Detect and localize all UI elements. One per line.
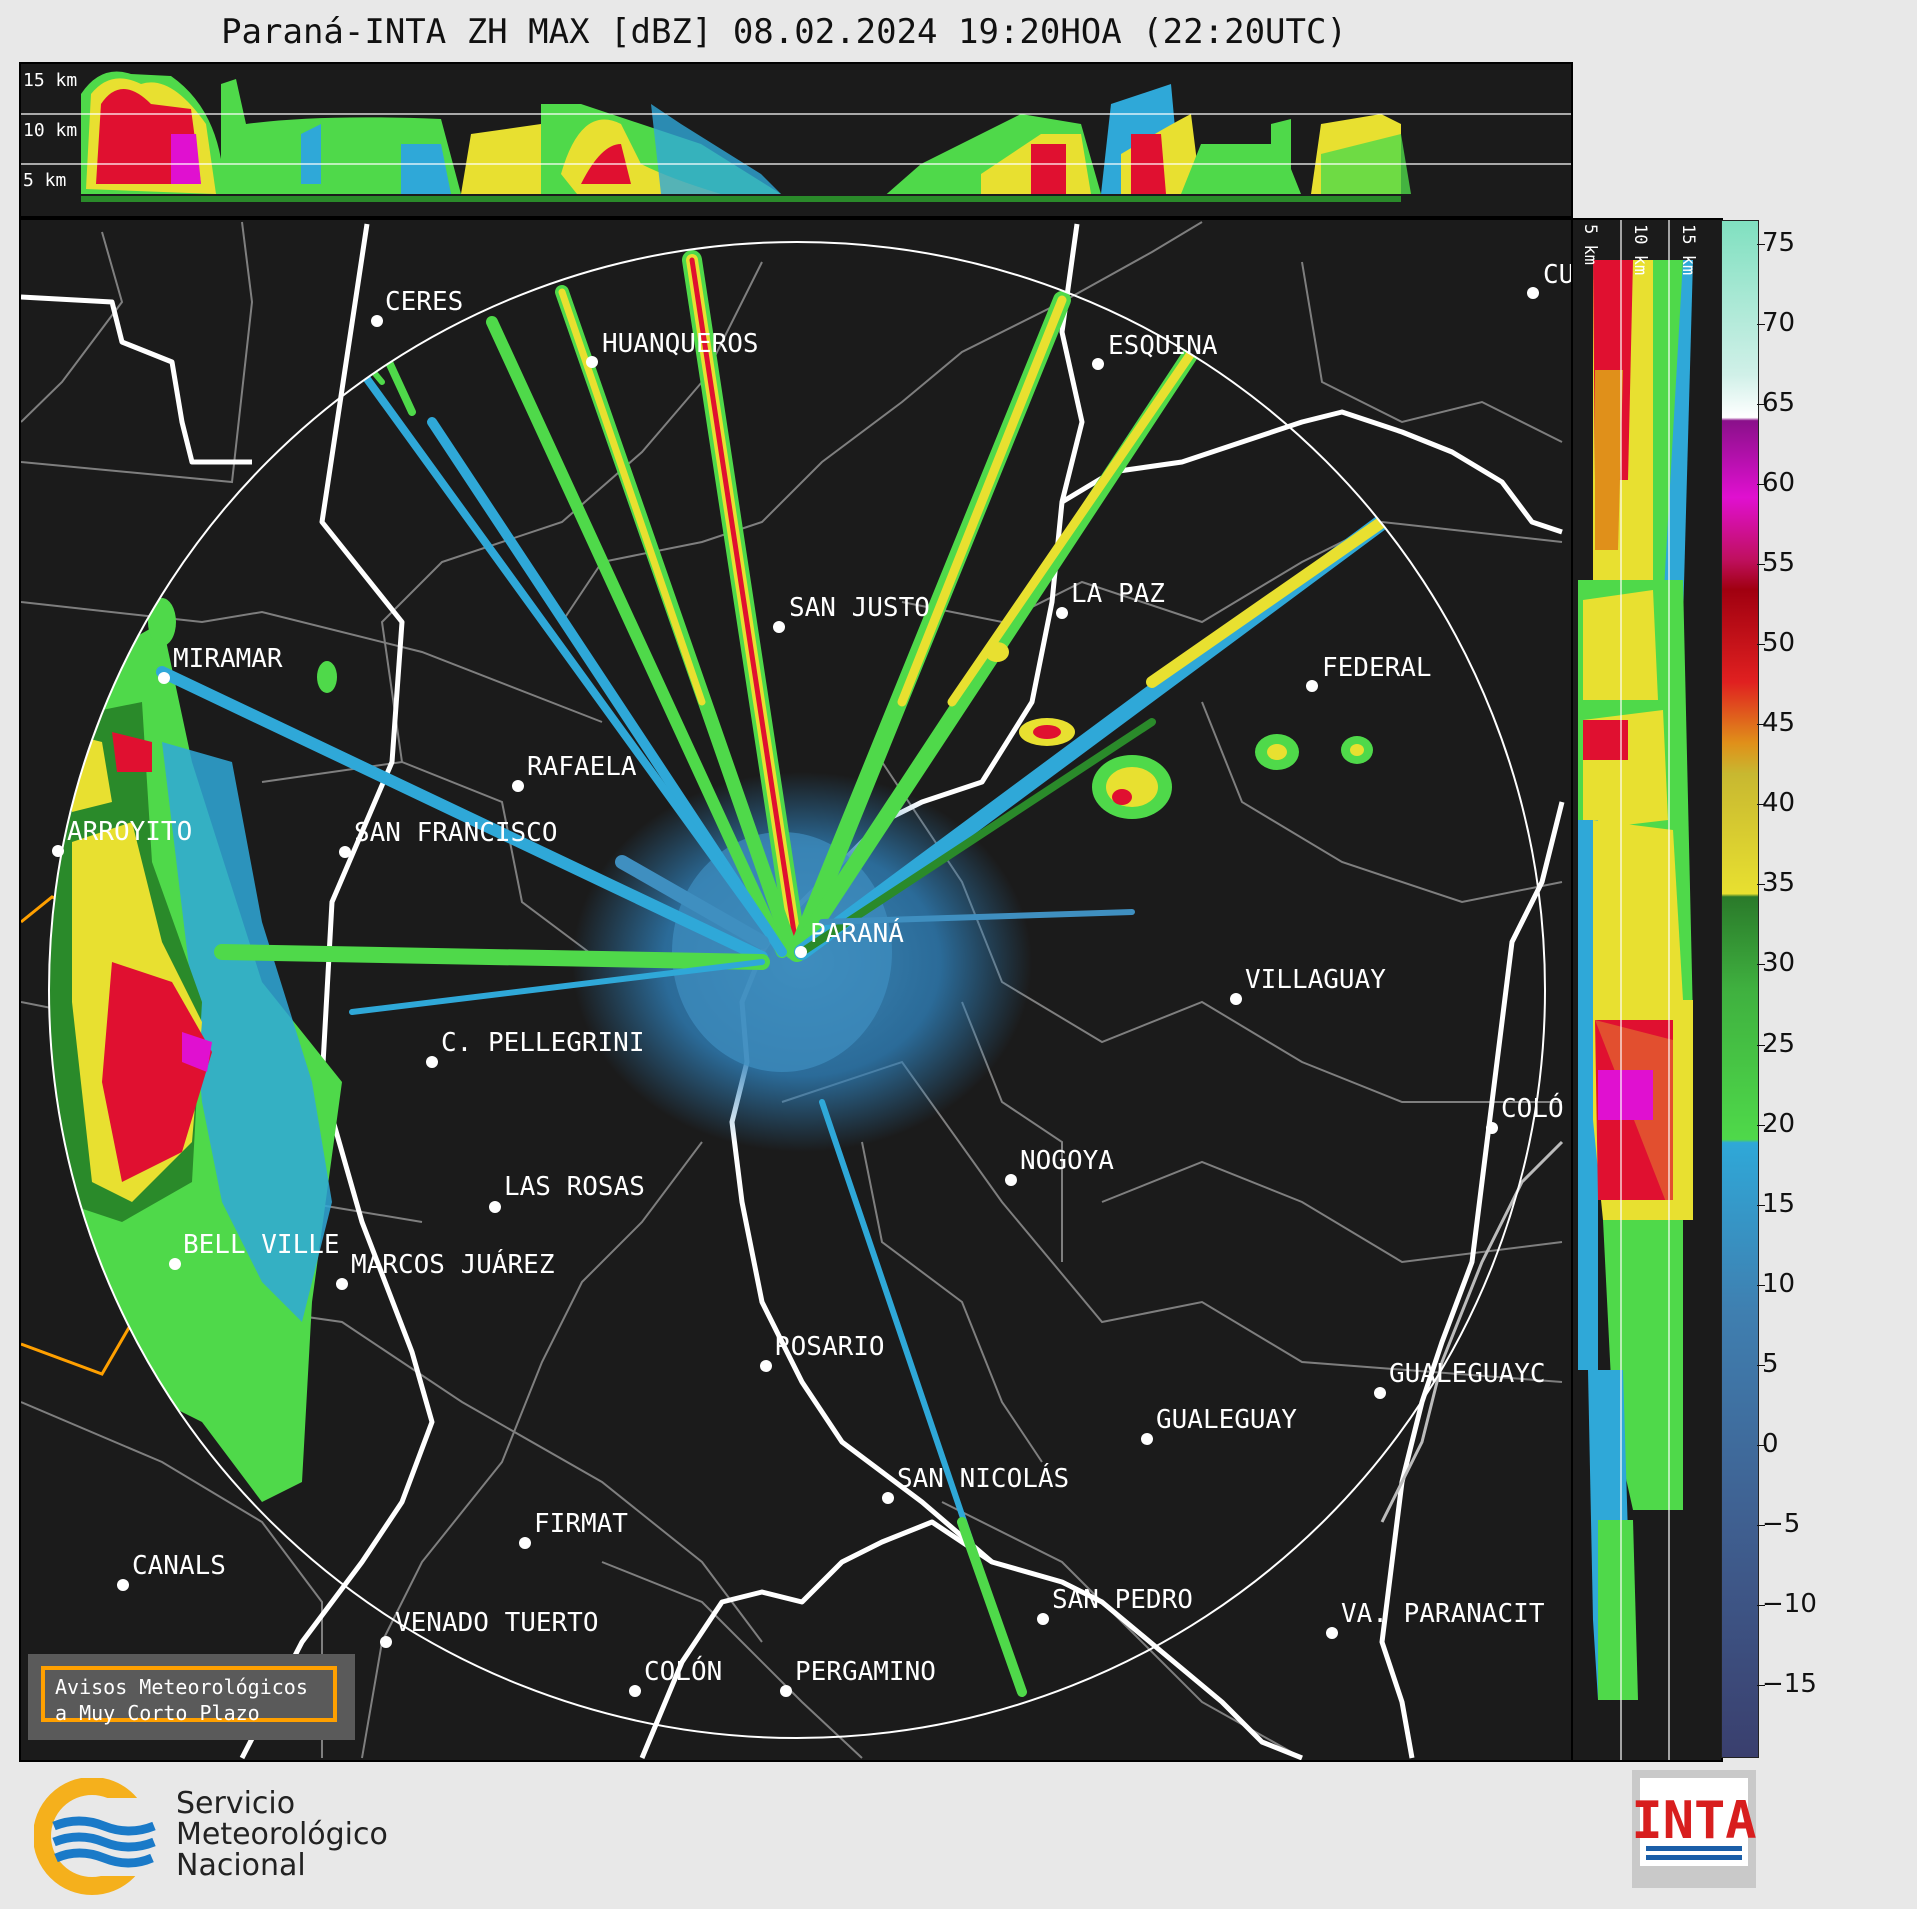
city-nogoya: NOGOYA xyxy=(1020,1146,1114,1176)
city-rafaela: RAFAELA xyxy=(527,752,637,782)
dbz-colorbar xyxy=(1721,220,1759,1758)
city-venado-tuerto: VENADO TUERTO xyxy=(395,1608,599,1638)
city-las-rosas: LAS ROSAS xyxy=(504,1172,645,1202)
height-label-15km: 15 km xyxy=(23,70,77,91)
city-gualeguay: GUALEGUAY xyxy=(1156,1405,1297,1435)
colorbar-ramp xyxy=(1722,221,1758,1757)
colorbar-tick-mark xyxy=(1757,804,1765,806)
side-height-label-10km: 10 km xyxy=(1630,224,1650,275)
colorbar-tick-label: 15 xyxy=(1762,1188,1796,1219)
colorbar-tick-mark xyxy=(1757,1044,1765,1046)
colorbar-tick-label: −10 xyxy=(1762,1588,1817,1619)
city-gualeguaychu: GUALEGUAYC xyxy=(1389,1359,1546,1389)
colorbar-tick-mark xyxy=(1757,484,1765,486)
city-canals: CANALS xyxy=(132,1551,226,1581)
colorbar-tick-label: −5 xyxy=(1762,1508,1801,1539)
height-label-5km: 5 km xyxy=(23,170,66,191)
radar-map: CERES HUANQUEROS ESQUINA CU SAN JUSTO LA… xyxy=(19,218,1574,1762)
city-colo: COLÓ xyxy=(1501,1092,1564,1124)
colorbar-tick-mark xyxy=(1757,244,1765,245)
radar-map-canvas: CERES HUANQUEROS ESQUINA CU SAN JUSTO LA… xyxy=(20,221,1574,1761)
city-huanqueros: HUANQUEROS xyxy=(602,329,759,359)
top-cross-section-plot: 15 km 10 km 5 km xyxy=(21,70,1571,216)
city-san-francisco: SAN FRANCISCO xyxy=(354,818,558,848)
right-cross-section: 5 km 10 km 15 km xyxy=(1571,218,1723,1762)
colorbar-tick-label: 75 xyxy=(1762,228,1796,258)
city-marcos-juarez: MARCOS JUÁREZ xyxy=(351,1248,555,1280)
colorbar-tick-mark xyxy=(1757,1204,1765,1206)
right-cross-section-plot: 5 km 10 km 15 km xyxy=(1578,220,1698,1760)
height-label-10km: 10 km xyxy=(23,120,77,141)
smn-line-3: Nacional xyxy=(176,1848,306,1883)
colorbar-tick-mark xyxy=(1757,1524,1765,1526)
colorbar-tick-mark xyxy=(1757,564,1765,566)
notice-box: Avisos Meteorológicos a Muy Corto Plazo xyxy=(28,1654,355,1740)
colorbar-tick-mark xyxy=(1757,724,1765,726)
city-colon: COLÓN xyxy=(644,1655,722,1687)
smn-logo-icon xyxy=(34,1778,162,1895)
top-cross-section: 15 km 10 km 5 km xyxy=(19,62,1573,218)
smn-line-1: Servicio xyxy=(176,1786,296,1821)
city-parana: PARANÁ xyxy=(810,917,904,949)
colorbar-tick-label: 25 xyxy=(1762,1028,1796,1059)
colorbar-tick-label: 45 xyxy=(1762,708,1796,739)
smn-logo-text: Servicio Meteorológico Nacional xyxy=(176,1788,388,1881)
city-pergamino: PERGAMINO xyxy=(795,1657,936,1687)
colorbar-tick-label: 70 xyxy=(1762,308,1796,339)
colorbar-tick-label: 40 xyxy=(1762,788,1796,819)
city-villaguay: VILLAGUAY xyxy=(1245,965,1386,995)
side-height-label-5km: 5 km xyxy=(1580,224,1600,265)
smn-line-2: Meteorológico xyxy=(176,1817,388,1852)
colorbar-tick-label: 0 xyxy=(1762,1428,1779,1459)
city-san-nicolas: SAN NICOLÁS xyxy=(897,1462,1069,1494)
colorbar-tick-mark xyxy=(1757,1684,1765,1686)
colorbar-tick-label: 20 xyxy=(1762,1108,1796,1139)
notice-frame: Avisos Meteorológicos a Muy Corto Plazo xyxy=(41,1666,337,1725)
colorbar-tick-label: 10 xyxy=(1762,1268,1796,1299)
colorbar-tick-label: 30 xyxy=(1762,948,1796,979)
colorbar-tick-mark xyxy=(1757,1604,1765,1606)
colorbar-tick-mark xyxy=(1757,964,1765,966)
colorbar-tick-label: 65 xyxy=(1762,388,1796,419)
city-firmat: FIRMAT xyxy=(534,1509,628,1539)
colorbar-tick-mark xyxy=(1757,404,1765,406)
colorbar-tick-label: 60 xyxy=(1762,468,1796,499)
colorbar-tick-mark xyxy=(1757,884,1765,886)
city-san-pedro: SAN PEDRO xyxy=(1052,1585,1193,1615)
city-cu: CU xyxy=(1543,260,1571,290)
side-height-label-15km: 15 km xyxy=(1678,224,1698,275)
city-ceres: CERES xyxy=(385,287,463,317)
city-villa-paranacito: VA. PARANACIT xyxy=(1341,1599,1545,1629)
inta-logo-text: INTA xyxy=(1632,1791,1756,1851)
city-c-pellegrini: C. PELLEGRINI xyxy=(441,1028,645,1058)
colorbar-tick-mark xyxy=(1757,1124,1765,1126)
colorbar-tick-label: 50 xyxy=(1762,628,1796,659)
colorbar-tick-mark xyxy=(1757,1364,1765,1366)
city-esquina: ESQUINA xyxy=(1108,331,1218,361)
colorbar-tick-label: −15 xyxy=(1762,1668,1817,1699)
notice-line-1: Avisos Meteorológicos xyxy=(55,1675,308,1699)
notice-line-2: a Muy Corto Plazo xyxy=(55,1701,260,1725)
map-title: Paraná-INTA ZH MAX [dBZ] 08.02.2024 19:2… xyxy=(221,12,1347,52)
city-arroyito: ARROYITO xyxy=(67,817,192,847)
city-la-paz: LA PAZ xyxy=(1071,579,1165,609)
colorbar-tick-mark xyxy=(1757,324,1765,326)
colorbar-tick-mark xyxy=(1757,1444,1765,1446)
colorbar-tick-label: 5 xyxy=(1762,1348,1779,1379)
city-miramar: MIRAMAR xyxy=(173,644,283,674)
inta-logo: INTA xyxy=(1631,1770,1757,1888)
colorbar-tick-label: 35 xyxy=(1762,868,1796,899)
city-rosario: ROSARIO xyxy=(775,1332,885,1362)
colorbar-tick-label: 55 xyxy=(1762,548,1796,579)
city-federal: FEDERAL xyxy=(1322,653,1432,683)
colorbar-tick-mark xyxy=(1757,1284,1765,1286)
city-san-justo: SAN JUSTO xyxy=(789,593,930,623)
colorbar-tick-mark xyxy=(1757,644,1765,646)
city-bell-ville: BELL VILLE xyxy=(183,1230,340,1260)
inta-logo-icon: INTA xyxy=(1631,1778,1757,1866)
